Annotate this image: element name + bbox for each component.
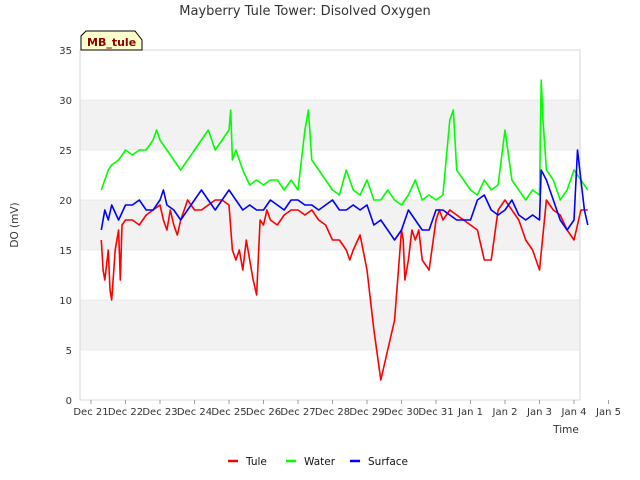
x-tick-label: Dec 25 xyxy=(211,407,246,418)
y-axis-label: DO (mV) xyxy=(9,202,21,247)
grid-bands xyxy=(80,49,580,401)
x-tick-label: Dec 27 xyxy=(280,407,315,418)
x-tick-label: Dec 29 xyxy=(349,407,384,418)
x-tick-label: Dec 30 xyxy=(384,407,419,418)
y-tick-label: 15 xyxy=(59,246,72,257)
badge: MB_tule xyxy=(80,30,143,51)
chart-title: Mayberry Tule Tower: Disolved Oxygen xyxy=(179,4,430,19)
y-tick-label: 5 xyxy=(66,346,72,357)
grid-band xyxy=(80,100,580,150)
x-tick-label: Jan 3 xyxy=(526,407,552,418)
x-tick-label: Dec 31 xyxy=(418,407,453,418)
legend-label-tule: Tule xyxy=(245,456,267,468)
x-tick-label: Jan 1 xyxy=(457,407,483,418)
legend-label-surface: Surface xyxy=(368,456,408,468)
series-lines xyxy=(100,79,589,381)
x-tick-label: Jan 5 xyxy=(595,407,621,418)
y-tick-label: 30 xyxy=(59,96,72,107)
series-line-water xyxy=(100,79,589,206)
x-tick-label: Dec 24 xyxy=(177,407,212,418)
series-line-tule xyxy=(100,199,588,381)
x-tick-label: Dec 28 xyxy=(315,407,350,418)
x-tick-label: Jan 4 xyxy=(561,407,587,418)
legend-label-water: Water xyxy=(304,456,336,468)
y-tick-label: 20 xyxy=(59,196,72,207)
series-line-surface xyxy=(100,149,589,241)
badge-label: MB_tule xyxy=(87,36,136,49)
x-tick-label: Dec 23 xyxy=(142,407,177,418)
x-tick-label: Dec 26 xyxy=(246,407,281,418)
y-tick-label: 25 xyxy=(59,146,72,157)
x-tick-label: Jan 2 xyxy=(492,407,518,418)
grid-band xyxy=(80,300,580,350)
x-axis-label: Time xyxy=(552,424,579,436)
badge-box xyxy=(80,30,143,51)
y-tick-label: 0 xyxy=(66,396,72,407)
legend: Tule Water Surface xyxy=(228,456,408,468)
y-axis: 0 5 10 15 20 25 30 35 xyxy=(59,46,72,407)
y-tick-label: 10 xyxy=(59,296,72,307)
x-axis: Dec 21 Dec 22 Dec 23 Dec 24 Dec 25 Dec 26 Dec … xyxy=(73,400,621,418)
x-tick-label: Dec 21 xyxy=(73,407,108,418)
y-tick-label: 35 xyxy=(59,46,72,57)
x-tick-label: Dec 22 xyxy=(108,407,143,418)
